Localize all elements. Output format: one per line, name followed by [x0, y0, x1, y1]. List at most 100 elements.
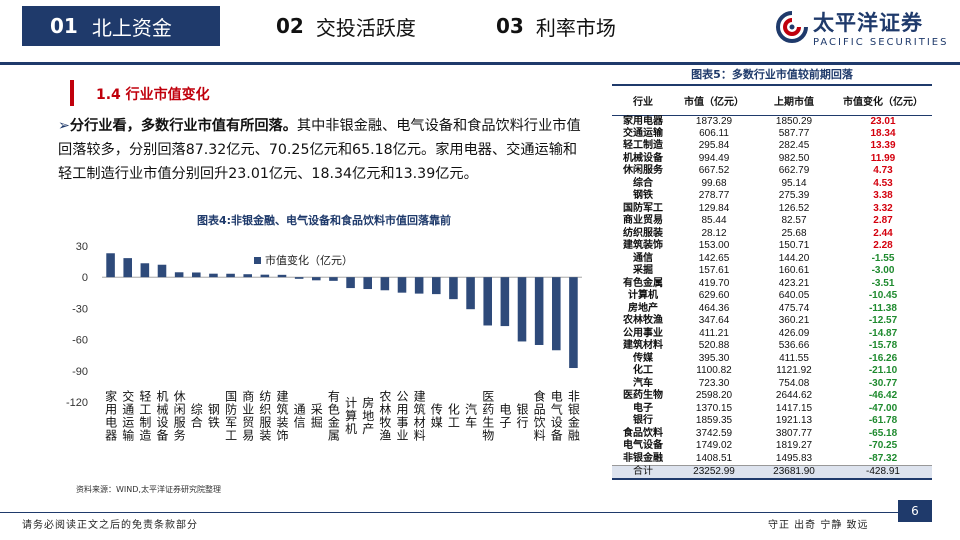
tab-interest-rate[interactable]: 03 利率市场 [496, 6, 616, 46]
industry-cell: 医药生物 [623, 390, 663, 402]
x-tick-label: 钢铁 [206, 403, 220, 429]
change-cell: -30.77 [868, 377, 898, 389]
x-tick-label: 轻工制造 [138, 390, 152, 442]
tab-number: 03 [496, 14, 524, 38]
market-cap-cell: 142.65 [698, 252, 730, 264]
table-row: 建筑装饰 153.00 150.71 2.28 [612, 240, 932, 253]
change-cell: -10.45 [868, 290, 898, 302]
table-row: 综合 99.68 95.14 4.53 [612, 178, 932, 191]
tab-label: 交投活跃度 [315, 15, 416, 40]
page-number: 6 [898, 500, 932, 522]
total-market-cap-cell: 23252.99 [674, 464, 754, 480]
tab-trading-activity[interactable]: 02 交投活跃度 [276, 6, 416, 46]
industry-cell: 通信 [633, 252, 653, 264]
market-cap-cell: 1370.15 [695, 402, 733, 414]
bar-2 [140, 263, 150, 278]
prev-market-cap-cell: 982.50 [778, 152, 810, 164]
x-tick-label: 综合 [189, 403, 203, 429]
change-cell: -70.25 [868, 440, 898, 452]
x-tick-label: 采掘 [309, 403, 323, 429]
change-cell: -3.51 [871, 277, 895, 289]
total-industry-cell: 合计 [612, 464, 674, 480]
table-row: 公用事业 411.21 426.09 -14.87 [612, 328, 932, 341]
x-tick-label: 汽车 [464, 402, 478, 429]
change-cell: 11.99 [870, 152, 896, 164]
industry-cell: 轻工制造 [623, 140, 663, 152]
tab-label: 利率市场 [535, 15, 616, 40]
y-tick-label: -30 [72, 303, 88, 315]
x-tick-label: 房地产 [361, 395, 375, 435]
industry-cell: 国防军工 [623, 202, 663, 214]
change-cell: -47.00 [868, 402, 898, 414]
table-row: 传媒 395.30 411.55 -16.26 [612, 353, 932, 366]
bar-27 [569, 277, 578, 369]
y-tick-label: -90 [72, 366, 88, 378]
change-cell: 3.32 [873, 202, 893, 214]
table-row: 纺织服装 28.12 25.68 2.44 [612, 228, 932, 241]
market-cap-cell: 1408.51 [695, 452, 733, 464]
prev-market-cap-cell: 1921.13 [775, 415, 813, 427]
prev-market-cap-cell: 160.61 [778, 265, 810, 277]
change-cell: -1.55 [871, 252, 895, 264]
change-cell: 23.01 [870, 115, 896, 127]
table-row: 房地产 464.36 475.74 -11.38 [612, 303, 932, 316]
industry-market-cap-table: 行业 市值（亿元） 上期市值 市值变化（亿元） 家用电器 1873.29 1850.… [612, 84, 932, 480]
market-cap-cell: 395.30 [698, 352, 730, 364]
prev-market-cap-cell: 275.39 [778, 190, 810, 202]
prev-market-cap-cell: 3807.77 [775, 427, 813, 439]
bar-23 [500, 277, 510, 327]
market-cap-cell: 278.77 [698, 190, 730, 202]
brand-name-cn: 太平洋证券 [813, 11, 923, 35]
y-tick-label: -60 [72, 335, 88, 347]
change-cell: -11.38 [869, 302, 897, 314]
industry-cell: 公用事业 [623, 327, 663, 339]
brand-name-en: PACIFIC SECURITIES [813, 37, 949, 48]
market-cap-cell: 2598.20 [695, 390, 733, 402]
table-row: 医药生物 2598.20 2644.62 -46.42 [612, 390, 932, 403]
industry-cell: 银行 [633, 415, 653, 427]
x-tick-label: 农林牧渔 [378, 390, 392, 442]
bar-18 [414, 277, 424, 294]
prev-market-cap-cell: 1417.15 [775, 402, 813, 414]
x-tick-label: 休闲服务 [172, 390, 186, 442]
prev-market-cap-cell: 1495.83 [775, 452, 813, 464]
table-row: 银行 1859.35 1921.13 -61.78 [612, 415, 932, 428]
section-title: 1.4 行业市值变化 [96, 87, 210, 103]
industry-cell: 非银金融 [623, 452, 663, 464]
table-row: 化工 1100.82 1121.92 -21.10 [612, 365, 932, 378]
x-tick-label: 电子 [498, 403, 512, 429]
prev-market-cap-cell: 475.74 [778, 302, 810, 314]
prev-market-cap-cell: 82.57 [781, 215, 807, 227]
industry-cell: 钢铁 [633, 190, 653, 202]
industry-cell: 电气设备 [623, 440, 663, 452]
prev-market-cap-cell: 426.09 [778, 327, 810, 339]
market-cap-cell: 994.49 [698, 152, 730, 164]
x-tick-label: 公用事业 [395, 390, 409, 442]
market-cap-cell: 295.84 [698, 140, 730, 152]
bar-12 [312, 277, 321, 281]
prev-market-cap-cell: 423.21 [778, 277, 810, 289]
market-cap-cell: 606.11 [699, 127, 729, 139]
table-row: 机械设备 994.49 982.50 11.99 [612, 153, 932, 166]
bar-20 [449, 277, 458, 300]
table-row: 国防军工 129.84 126.52 3.32 [612, 203, 932, 216]
chart-title: 图表4:非银金融、电气设备和食品饮料市值回落靠前 [196, 214, 452, 227]
bar-24 [517, 277, 527, 342]
col-header-market-cap: 市值（亿元） [674, 84, 754, 116]
tab-northbound-funds[interactable]: 01 北上资金 [22, 6, 220, 46]
table-row: 休闲服务 667.52 662.79 4.73 [612, 165, 932, 178]
x-tick-label: 机械设备 [155, 390, 169, 442]
bar-9 [260, 274, 270, 278]
table-title: 图表5：多数行业市值较前期回落 [691, 68, 853, 81]
industry-market-cap-bar-chart: 30 0 -30 -60 -90 -120 家用电器 交通运输 轻工制造 机械设备 休闲服务 综合 钢铁… [66, 241, 582, 442]
y-tick-label: -120 [66, 397, 88, 409]
x-tick-label: 商业贸易 [241, 389, 255, 442]
brand-logo: 太平洋证券 PACIFIC SECURITIES [775, 6, 955, 52]
x-tick-label: 家用电器 [104, 389, 118, 442]
table-row: 钢铁 278.77 275.39 3.38 [612, 190, 932, 203]
prev-market-cap-cell: 144.20 [778, 252, 810, 264]
bar-8 [243, 274, 252, 278]
table-row: 汽车 723.30 754.08 -30.77 [612, 378, 932, 391]
prev-market-cap-cell: 95.14 [781, 177, 807, 189]
change-cell: -16.26 [868, 352, 898, 364]
